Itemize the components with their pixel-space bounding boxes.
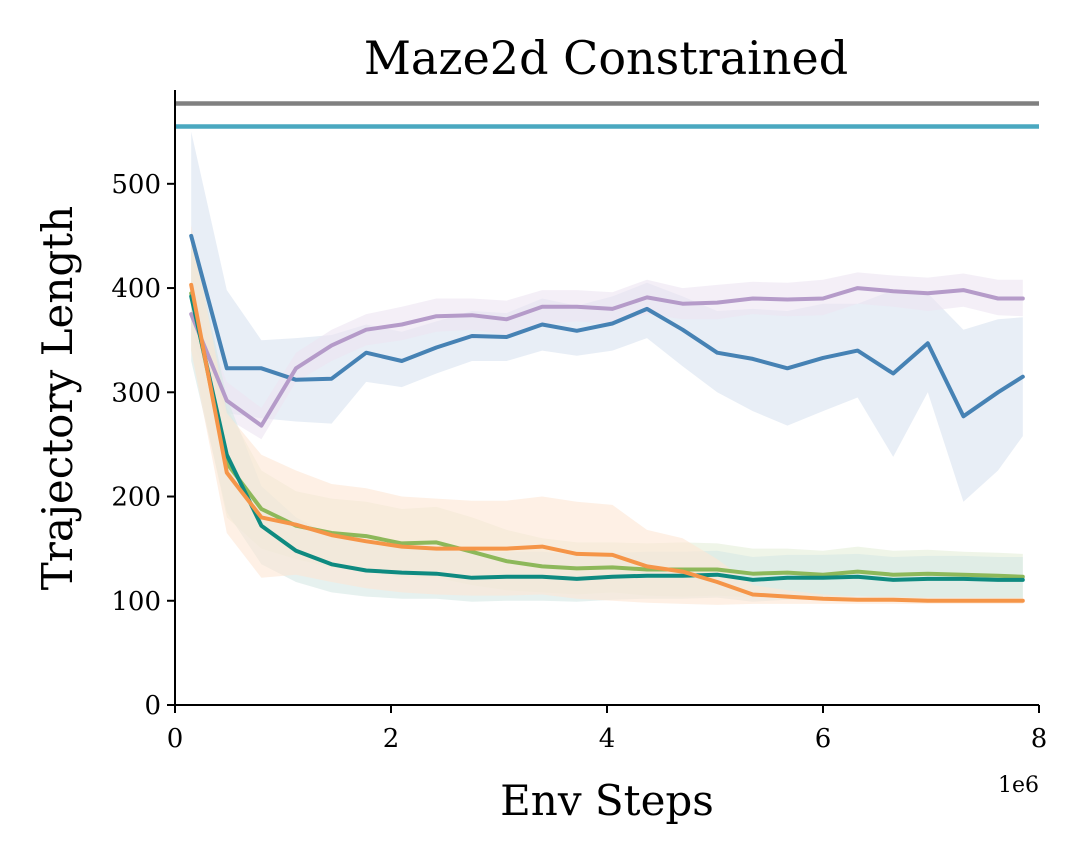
- x-tick-label: 6: [815, 724, 832, 754]
- y-axis-ticks: 0 100 200 300 400 500: [111, 170, 175, 721]
- y-tick-label: 100: [111, 587, 161, 617]
- x-axis-ticks: 0 2 4 6 8: [167, 705, 1048, 754]
- x-axis-label: Env Steps: [500, 776, 714, 825]
- series-5-band: [191, 225, 1023, 605]
- series-3-line: [189, 291, 1025, 579]
- series-1-line: [189, 233, 1025, 419]
- confidence-bands: [191, 131, 1023, 605]
- y-tick-label: 400: [111, 274, 161, 304]
- x-tick-label: 0: [167, 724, 184, 754]
- plot-area: [175, 101, 1039, 605]
- x-tick-label: 8: [1031, 724, 1048, 754]
- series-2-band: [191, 272, 1023, 440]
- reference-lines: [175, 101, 1039, 129]
- x-tick-label: 2: [383, 724, 400, 754]
- x-tick-label: 4: [599, 724, 616, 754]
- chart-title: Maze2d Constrained: [364, 31, 848, 85]
- series-lines: [189, 233, 1025, 603]
- series-5-line: [189, 282, 1025, 603]
- x-axis-offset-label: 1e6: [998, 773, 1039, 798]
- y-tick-label: 0: [144, 691, 161, 721]
- series-4-line: [189, 294, 1025, 582]
- y-tick-label: 300: [111, 378, 161, 408]
- y-tick-label: 200: [111, 483, 161, 513]
- y-tick-label: 500: [111, 170, 161, 200]
- series-2-line: [189, 286, 1025, 428]
- y-axis-label: Trajectory Length: [33, 206, 82, 590]
